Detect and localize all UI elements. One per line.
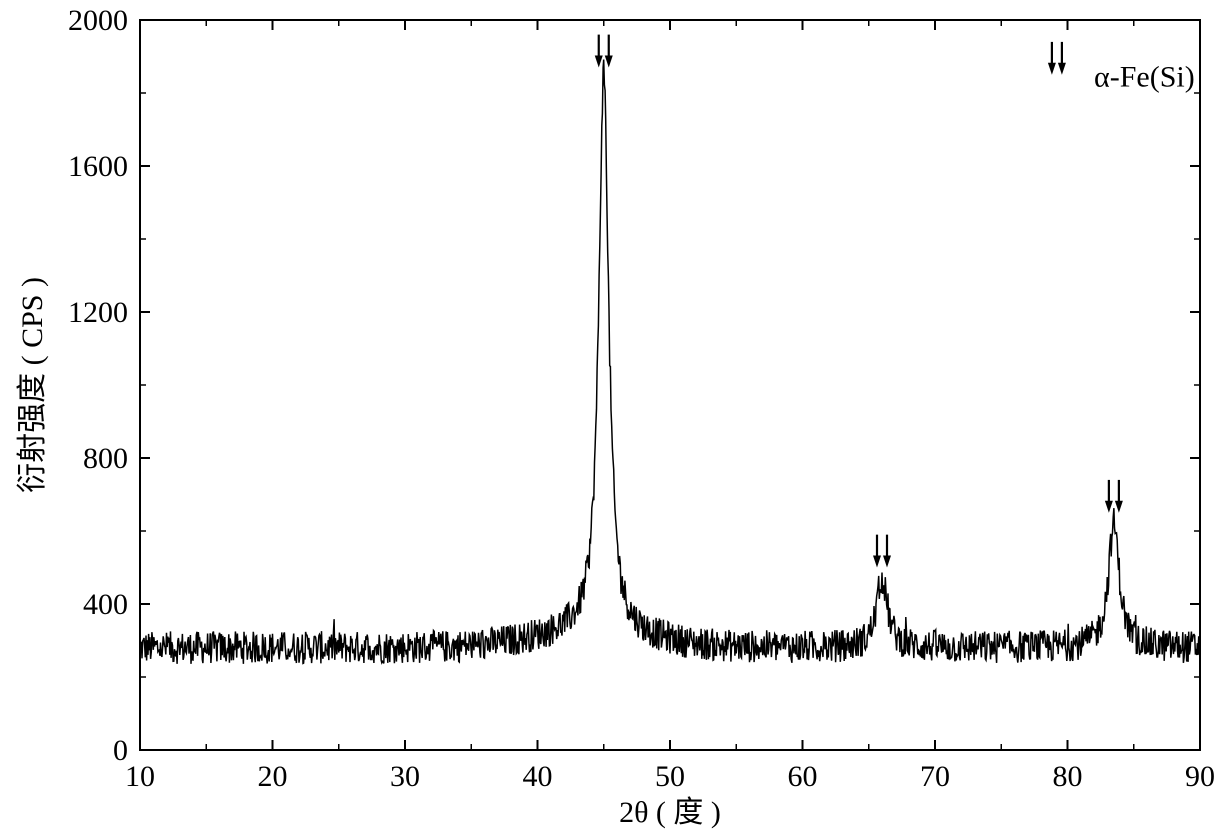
xrd-chart: 10 20 30 40 50 60 70 80 90 0 400 800 1200 1600 2000 2θ … [0, 0, 1222, 837]
svg-text:2000: 2000 [68, 4, 128, 37]
svg-text:衍射强度 ( CPS ): 衍射强度 ( CPS ) [16, 277, 49, 493]
svg-text:50: 50 [655, 760, 685, 793]
xrd-curve [140, 60, 1200, 664]
svg-text:400: 400 [83, 588, 128, 621]
svg-text:80: 80 [1053, 760, 1083, 793]
svg-text:30: 30 [390, 760, 420, 793]
svg-text:800: 800 [83, 442, 128, 475]
svg-text:1200: 1200 [68, 296, 128, 329]
svg-text:10: 10 [125, 760, 155, 793]
svg-text:70: 70 [920, 760, 950, 793]
svg-text:20: 20 [258, 760, 288, 793]
svg-text:90: 90 [1185, 760, 1215, 793]
legend-label: α-Fe(Si) [1094, 61, 1195, 94]
svg-text:60: 60 [788, 760, 818, 793]
chart-svg: 10 20 30 40 50 60 70 80 90 0 400 800 1200 1600 2000 2θ … [0, 0, 1222, 837]
svg-text:40: 40 [523, 760, 553, 793]
svg-text:1600: 1600 [68, 150, 128, 183]
svg-text:2θ ( 度 ): 2θ ( 度 ) [619, 796, 721, 829]
svg-text:0: 0 [113, 734, 128, 767]
